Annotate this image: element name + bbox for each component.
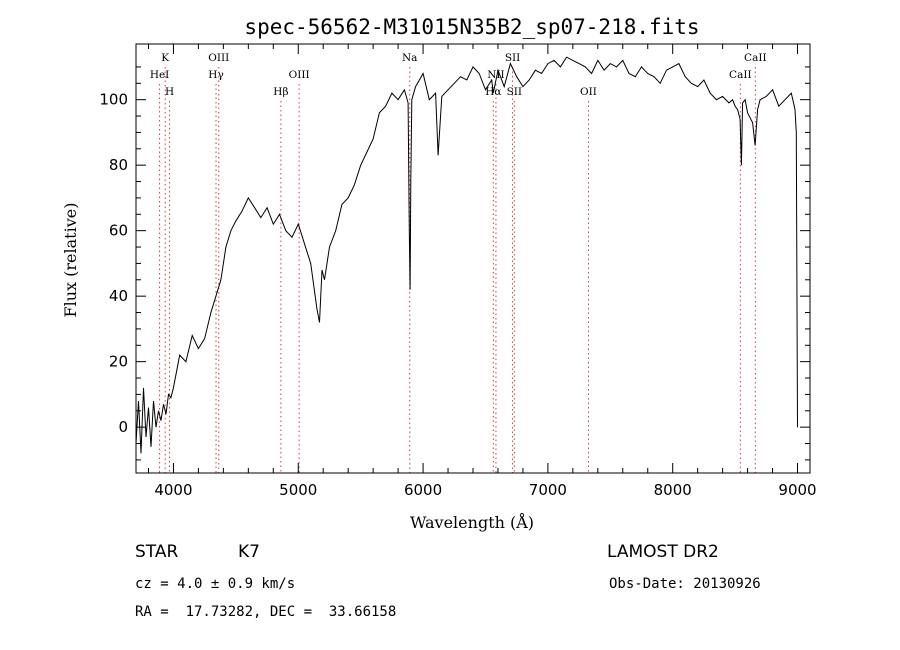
- line-marker-label-12: OII: [580, 86, 597, 98]
- line-marker-label-13: CaII: [729, 69, 752, 81]
- x-axis: 4000 5000 6000 7000 8000 9000: [147, 44, 817, 499]
- y-axis: 0 20 40 60 80 100: [99, 66, 810, 461]
- line-marker-label-0: K: [161, 52, 169, 64]
- y-tick-label-1: 20: [109, 353, 128, 371]
- x-tick-label-3: 7000: [529, 481, 567, 499]
- line-marker-label-14: CaII: [744, 52, 767, 64]
- x-tick-label-1: 5000: [279, 481, 317, 499]
- line-marker-label-8: SII: [505, 52, 521, 64]
- spectrum-line: [135, 56, 798, 454]
- line-marker-label-11: SII: [507, 86, 523, 98]
- line-marker-label-3: OIII: [208, 52, 229, 64]
- x-tick-label-0: 4000: [154, 481, 192, 499]
- line-marker-label-6: OIII: [289, 69, 310, 81]
- line-marker-label-1: HeI: [150, 69, 170, 81]
- obs-date-text: Obs-Date: 20130926: [609, 576, 761, 592]
- y-tick-label-0: 0: [118, 418, 128, 436]
- line-marker-label-5: Hβ: [273, 86, 288, 98]
- line-marker-label-9: NII: [487, 69, 504, 81]
- plot-border: [135, 43, 811, 474]
- x-tick-label-4: 8000: [654, 481, 692, 499]
- line-marker-label-4: Hγ: [208, 69, 223, 81]
- x-tick-label-2: 6000: [404, 481, 442, 499]
- y-axis-label: Flux (relative): [61, 203, 80, 318]
- y-tick-label-2: 40: [109, 287, 128, 305]
- x-axis-label: Wavelength (Å): [410, 512, 534, 532]
- redshift-text: cz = 4.0 ± 0.9 km/s: [135, 576, 296, 592]
- object-subclass: K7: [238, 542, 260, 562]
- coordinates-text: RA = 17.73282, DEC = 33.66158: [135, 604, 397, 620]
- object-class: STAR: [135, 542, 179, 562]
- y-tick-label-5: 100: [99, 91, 128, 109]
- y-tick-label-3: 60: [109, 222, 128, 240]
- survey-label: LAMOST DR2: [607, 542, 719, 562]
- x-tick-label-5: 9000: [778, 481, 816, 499]
- chart-title: spec-56562-M31015N35B2_sp07-218.fits: [244, 15, 699, 39]
- plot-frame: [135, 43, 811, 474]
- line-marker-label-7: Na: [402, 52, 417, 64]
- y-tick-label-4: 80: [109, 156, 128, 174]
- line-marker-label-2: H: [165, 86, 174, 98]
